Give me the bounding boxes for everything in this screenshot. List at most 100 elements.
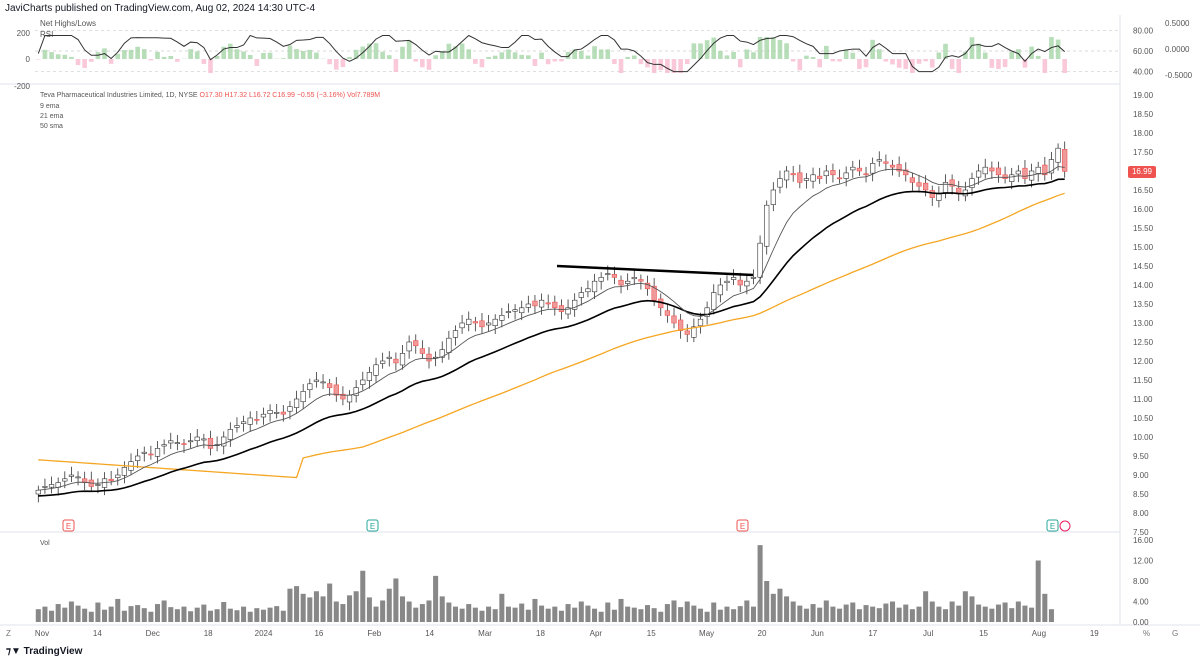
volume-bar	[605, 602, 611, 622]
nhnl-bar	[519, 54, 525, 59]
zoom-button[interactable]: Z	[6, 629, 11, 638]
nhnl-bar	[300, 50, 306, 59]
nhnl-bar	[857, 59, 862, 69]
volume-bar	[585, 605, 591, 622]
volume-bar	[962, 591, 968, 622]
volume-bar	[300, 593, 306, 622]
volume-bar	[347, 595, 353, 622]
nhnl-bar	[214, 55, 220, 59]
volume-bar	[254, 608, 260, 622]
nhnl-bar	[982, 52, 988, 59]
volume-bar	[102, 609, 108, 622]
price-tick: 7.50	[1133, 528, 1149, 537]
candle	[777, 178, 783, 188]
volume-bar	[572, 607, 578, 622]
sma50-label: 50 sma	[40, 123, 63, 130]
candle	[187, 440, 194, 443]
volume-bar	[406, 601, 412, 622]
candle	[346, 394, 353, 403]
nhnl-bar	[188, 49, 193, 59]
nhnl-bar	[618, 59, 624, 73]
nhnl-bar	[870, 39, 875, 59]
candle	[333, 384, 339, 396]
volume-bar	[35, 609, 41, 622]
volume-bar	[433, 575, 439, 622]
nhnl-bar	[400, 46, 405, 59]
x-tick: 17	[868, 629, 877, 638]
volume-bar	[618, 598, 624, 622]
volume-bar	[1029, 607, 1035, 622]
candle	[850, 166, 856, 171]
nhnl-bar	[890, 59, 895, 65]
nhnl-left-tick: -200	[14, 82, 31, 91]
candle	[406, 341, 412, 352]
volume-bar	[512, 607, 518, 622]
volume-bar	[664, 604, 670, 622]
nhnl-bar	[35, 59, 41, 60]
nhnl-bar	[353, 49, 359, 59]
volume-bar	[903, 604, 909, 622]
nhnl-bar	[592, 46, 597, 59]
candle	[711, 292, 717, 310]
candle	[181, 443, 187, 445]
earnings-marker	[1046, 519, 1059, 532]
nhnl-bar	[254, 59, 260, 66]
nhnl-bar	[122, 50, 127, 59]
x-tick: Nov	[35, 629, 49, 638]
volume-bar	[929, 601, 935, 622]
volume-bar	[784, 596, 790, 622]
nhnl-bar	[55, 54, 61, 59]
nhnl-bar	[1042, 59, 1048, 73]
candle	[797, 172, 803, 183]
percent-scale-button[interactable]: %	[1143, 629, 1151, 638]
nhnl-bar	[751, 52, 756, 59]
candle	[923, 182, 929, 191]
nhnl-bar	[724, 55, 730, 59]
volume-bar	[638, 609, 644, 622]
volume-bar	[870, 606, 876, 622]
volume-bar	[207, 610, 213, 622]
x-tick: 20	[758, 629, 767, 638]
candle	[783, 170, 790, 181]
nhnl-bar	[466, 49, 472, 59]
candle	[724, 280, 730, 283]
volume-bar	[459, 608, 465, 622]
volume-label: Vol	[40, 540, 50, 547]
volume-bar	[426, 600, 432, 622]
nhnl-bar	[261, 52, 266, 59]
volume-bar	[1048, 609, 1054, 622]
candle	[836, 177, 843, 180]
candle	[1055, 147, 1061, 163]
candle	[505, 311, 512, 313]
nhnl-bar	[479, 59, 485, 68]
nhnl-bar	[201, 59, 207, 64]
candle	[472, 321, 478, 324]
volume-bar	[115, 598, 121, 622]
volume-bar	[287, 588, 293, 622]
candle	[684, 330, 690, 335]
nhnl-bar	[155, 51, 160, 59]
volume-bar	[452, 606, 459, 622]
candle	[353, 387, 359, 396]
price-tick: 15.00	[1133, 243, 1154, 252]
candle	[1009, 174, 1015, 182]
price-tick: 15.50	[1133, 224, 1154, 233]
nhnl-bar	[108, 59, 114, 64]
candle	[678, 319, 684, 331]
x-tick: Feb	[367, 629, 381, 638]
volume-bar	[188, 611, 194, 622]
candle	[889, 164, 896, 168]
candle	[975, 170, 982, 178]
volume-bar	[333, 601, 339, 622]
nhnl-bar	[996, 59, 1001, 69]
candle	[466, 318, 472, 325]
candle	[360, 379, 366, 385]
candle	[35, 489, 41, 495]
nhnl-bar	[287, 45, 293, 59]
volume-bar	[724, 606, 730, 622]
candle	[154, 448, 161, 457]
volume-bar	[241, 606, 247, 622]
volume-bar	[505, 606, 511, 622]
settings-button[interactable]: G	[1172, 629, 1179, 638]
